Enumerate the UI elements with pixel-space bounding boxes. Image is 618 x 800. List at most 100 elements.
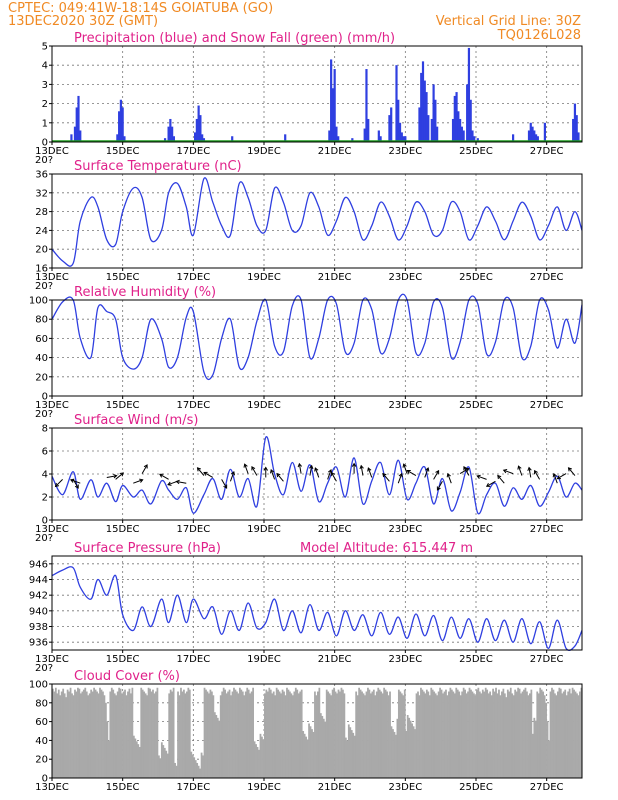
panel-pres [49,555,583,653]
cloud-bar [143,691,146,778]
precip-bar [531,126,534,142]
wind-arrow-head [113,473,118,479]
cloud-bar [317,691,319,778]
wind-arrow-head [139,478,144,483]
cloud-bar [109,691,112,778]
cloud-bar [498,689,500,778]
cloud-bar [576,693,578,778]
wind-arrow-head [143,464,148,469]
precip-bar [421,61,425,142]
wind-arrow [447,473,452,484]
wind-arrow [497,475,505,484]
cloud-bar [559,688,562,778]
wind-arrow [433,470,440,480]
cloud-bar [219,695,222,778]
wind-arrow-head [402,463,407,468]
precip-bar [418,107,421,142]
wind-arrow-head [251,466,256,471]
cloud-bar [445,689,447,778]
cloud-bar [78,688,81,778]
cloud-bar [218,720,221,778]
cloud-bar [174,762,176,778]
precip-bar [534,134,538,142]
series-line-wind [51,436,583,515]
cloud-bar [496,693,499,778]
cloud-bar [253,741,256,778]
x-tick-label: 21DEC [318,272,352,283]
cloud-bar [571,687,574,778]
cloud-bar [558,687,561,778]
wind-arrow [55,479,63,487]
cloud-bar [353,735,356,778]
cloud-bar [548,740,550,778]
wind-arrow-head [54,482,60,488]
wind-arrow-head [270,469,275,474]
cloud-bar [399,691,402,778]
cloud-bar [121,693,123,778]
wind-arrow [167,480,178,486]
wind-arrow-head [297,462,303,468]
cloud-bar [455,687,458,778]
cloud-bar [290,693,293,778]
x-tick-label: 17DEC [176,400,210,411]
precip-bar [171,126,174,142]
cloud-bar [291,695,294,778]
wind-arrow [486,480,496,487]
x-tick-label: 27DEC [530,400,564,411]
cloud-bar [533,717,536,778]
cloud-bar [577,695,580,778]
cloud-bar [442,693,444,778]
cloud-bar [364,695,366,778]
wind-arrow-head [119,472,125,477]
wind-arrow-head [330,471,335,477]
header-date: 13DEC2020 30Z (GMT) [8,14,158,29]
cloud-bar [138,746,141,778]
cloud-bar [374,695,377,778]
precip-bar [527,130,531,142]
cloud-bar [524,687,527,778]
x-tick-label: 15DEC [106,272,140,283]
cloud-bar [539,687,542,778]
cloud-bar [125,695,128,778]
cloud-bar [349,727,352,778]
wind-arrow [534,470,541,480]
y-tick-label: 2 [42,493,48,504]
precip-bar [195,118,198,142]
x-tick-label: 25DEC [459,782,493,793]
cloud-bar [425,689,428,778]
cloud-bar [461,691,464,778]
cloud-bar [71,693,73,778]
cloud-bar [206,691,209,778]
y-tick-label: 946 [29,559,48,570]
cloud-bar [259,733,262,778]
cloud-bar [52,688,54,778]
y-tick-label: 20 [35,372,48,383]
cloud-bar [278,691,281,778]
cloud-bar [417,691,419,778]
precip-bar [469,99,472,142]
precip-bar [194,132,197,142]
cloud-bar [128,688,131,778]
precip-bar [328,130,331,142]
wind-arrow-head [263,466,268,471]
cloud-bar [141,689,144,778]
wind-arrow-head [223,484,228,489]
cloud-bar [487,693,490,778]
wind-arrow-head [463,466,468,471]
cloud-bar [202,755,204,778]
cloud-bar [284,695,287,778]
cloud-bar [403,689,406,778]
wind-arrow [314,467,320,478]
wind-arrow-head [196,467,201,472]
cloud-bar [63,693,66,778]
cloud-bar [193,757,196,778]
x-tick-label: 19DEC [247,146,281,157]
y-tick-label: 24 [35,226,48,237]
cloud-bar [212,695,215,778]
cloud-bar [387,695,390,778]
wind-arrow-head [446,472,451,478]
cloud-bar [337,689,340,778]
wind-arrow [477,475,487,480]
cloud-bar [100,689,103,778]
cloud-bar [440,689,443,778]
